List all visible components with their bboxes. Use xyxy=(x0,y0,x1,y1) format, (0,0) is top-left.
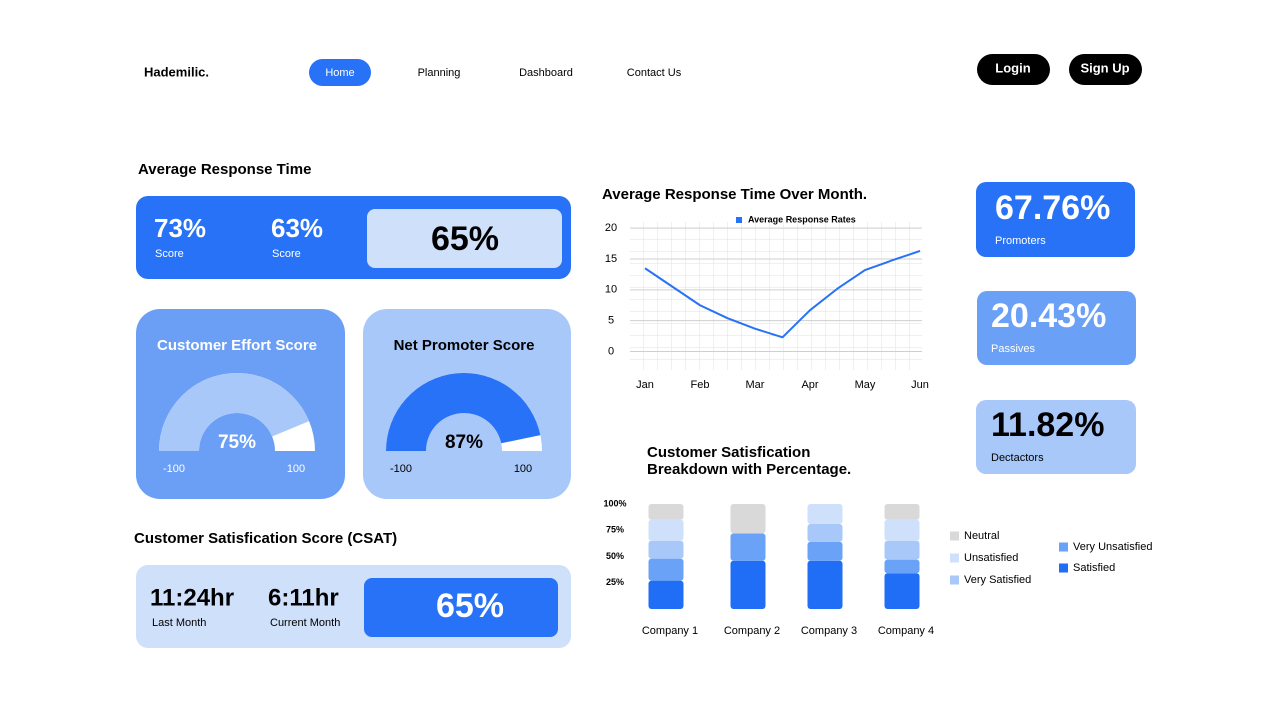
y-tick-label: 100% xyxy=(603,498,626,508)
legend-label: Satisfied xyxy=(1073,562,1115,574)
chart-title: Average Response Time Over Month. xyxy=(602,186,867,203)
y-tick-label: 0 xyxy=(608,345,614,357)
chart-title: Customer Satisfication xyxy=(647,444,810,461)
bar-segment xyxy=(648,558,684,581)
kpi-label: Dectactors xyxy=(991,452,1044,464)
legend-label: Neutral xyxy=(964,530,999,542)
response-highlight xyxy=(367,209,562,268)
metric-label: Score xyxy=(272,248,301,260)
bar-segment xyxy=(648,504,684,520)
y-tick-label: 20 xyxy=(605,222,617,234)
x-tick-label: Apr xyxy=(801,379,818,391)
kpi-value: 20.43% xyxy=(991,297,1106,335)
x-tick-label: Jun xyxy=(911,379,929,391)
login-button[interactable] xyxy=(977,54,1050,85)
y-tick-label: 15 xyxy=(605,253,617,265)
metric-highlight: 65% xyxy=(436,587,504,625)
bar-segment xyxy=(730,560,766,609)
bar-segment xyxy=(884,540,920,560)
kpi-card xyxy=(977,291,1136,365)
gauge-min: -100 xyxy=(390,463,412,475)
button-label[interactable]: Sign Up xyxy=(1080,60,1129,75)
x-tick-label: Mar xyxy=(746,379,765,391)
bar-segment xyxy=(884,559,920,574)
gauge-value: 87% xyxy=(445,432,483,453)
signup-button[interactable] xyxy=(1069,54,1142,85)
y-tick-label: 10 xyxy=(605,284,617,296)
bar-segment xyxy=(648,580,684,609)
kpi-value: 67.76% xyxy=(995,189,1110,227)
section-title: Average Response Time xyxy=(138,161,311,178)
metric-label: Last Month xyxy=(152,617,206,629)
legend-swatch xyxy=(736,217,742,223)
bar-segment xyxy=(730,504,766,534)
gauge-fill xyxy=(386,373,541,451)
y-tick-label: 50% xyxy=(606,551,624,561)
logo: Hademilic. xyxy=(144,64,209,79)
metric-value: 11:24hr xyxy=(150,584,234,611)
bar-segment xyxy=(807,541,843,561)
chart-grid-pattern xyxy=(630,222,922,370)
bar-segment xyxy=(648,519,684,541)
x-tick-label: May xyxy=(855,379,876,391)
legend-label: Very Satisfied xyxy=(964,574,1031,586)
kpi-card xyxy=(976,182,1135,257)
bar-segment xyxy=(807,560,843,609)
x-tick-label: Company 1 xyxy=(642,625,698,637)
legend-swatch xyxy=(1059,542,1068,552)
metric-value: 63% xyxy=(271,213,323,243)
nav-link[interactable]: Home xyxy=(325,67,354,79)
legend-swatch xyxy=(950,531,959,541)
metric-value: 73% xyxy=(154,213,206,243)
kpi-value: 11.82% xyxy=(991,406,1104,444)
y-tick-label: 75% xyxy=(606,525,624,535)
nav-link[interactable]: Contact Us xyxy=(627,67,682,79)
bar-segment xyxy=(884,504,920,520)
nav-link[interactable]: Dashboard xyxy=(519,67,573,79)
metric-value: 6:11hr xyxy=(268,584,339,611)
legend-label: Very Unsatisfied xyxy=(1073,541,1152,553)
bar-segment xyxy=(807,523,843,542)
legend-swatch xyxy=(950,575,959,585)
chart-title: Breakdown with Percentage. xyxy=(647,461,851,478)
bar-segment xyxy=(807,504,843,524)
kpi-card xyxy=(976,400,1136,474)
gauge-max: 100 xyxy=(514,463,532,475)
line xyxy=(644,250,921,339)
bar-segment xyxy=(884,519,920,541)
x-tick-label: Jan xyxy=(636,379,654,391)
nav-link[interactable]: Planning xyxy=(418,67,461,79)
gauge-value: 75% xyxy=(218,432,256,453)
y-tick-label: 5 xyxy=(608,315,614,327)
gauge-title: Customer Effort Score xyxy=(157,337,317,354)
gauge-fill xyxy=(159,372,310,451)
bar-segment xyxy=(648,540,684,559)
x-tick-label: Company 4 xyxy=(878,625,934,637)
y-tick-label: 25% xyxy=(606,577,624,587)
legend-label: Average Response Rates xyxy=(748,214,856,224)
legend-swatch xyxy=(950,553,959,563)
button-label[interactable]: Login xyxy=(995,60,1030,75)
metric-label: Current Month xyxy=(270,617,340,629)
kpi-label: Promoters xyxy=(995,235,1046,247)
csat-highlight xyxy=(364,578,558,637)
gauge-max: 100 xyxy=(287,463,305,475)
x-tick-label: Company 3 xyxy=(801,625,857,637)
nav-active[interactable] xyxy=(309,59,371,86)
x-tick-label: Company 2 xyxy=(724,625,780,637)
x-tick-label: Feb xyxy=(691,379,710,391)
legend-label: Unsatisfied xyxy=(964,552,1018,564)
gauge-min: -100 xyxy=(163,463,185,475)
bar-segment xyxy=(730,533,766,561)
metric-label: Score xyxy=(155,248,184,260)
kpi-label: Passives xyxy=(991,343,1036,355)
metric-highlight: 65% xyxy=(431,220,499,258)
section-title: Customer Satisfication Score (CSAT) xyxy=(134,530,397,547)
legend-swatch xyxy=(1059,563,1068,573)
gauge-title: Net Promoter Score xyxy=(394,337,535,354)
bar-segment xyxy=(884,573,920,609)
